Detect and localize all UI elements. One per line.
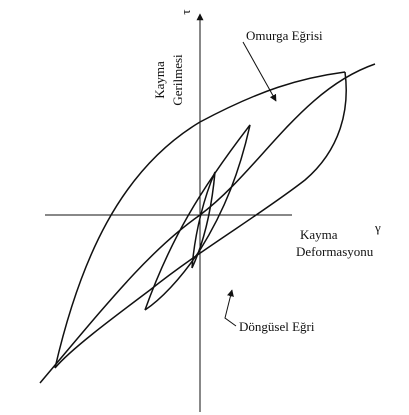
loop-upper [54, 71, 346, 369]
loop-lower [54, 71, 347, 369]
x-label-1: Kayma [300, 227, 338, 242]
cyclic-label: Döngüsel Eğri [239, 319, 315, 334]
cyclic-leader [224, 289, 237, 327]
x-label-2: Deformasyonu [296, 244, 374, 259]
tiny-loop [191, 171, 216, 269]
backbone-label: Omurga Eğrisi [246, 28, 323, 43]
y-symbol: τ [178, 9, 193, 14]
y-label-1: Kayma [152, 61, 167, 99]
y-label-2: Gerilmesi [170, 54, 185, 106]
small-loop [144, 124, 251, 311]
x-symbol: γ [374, 220, 381, 235]
backbone-leader [242, 41, 277, 102]
